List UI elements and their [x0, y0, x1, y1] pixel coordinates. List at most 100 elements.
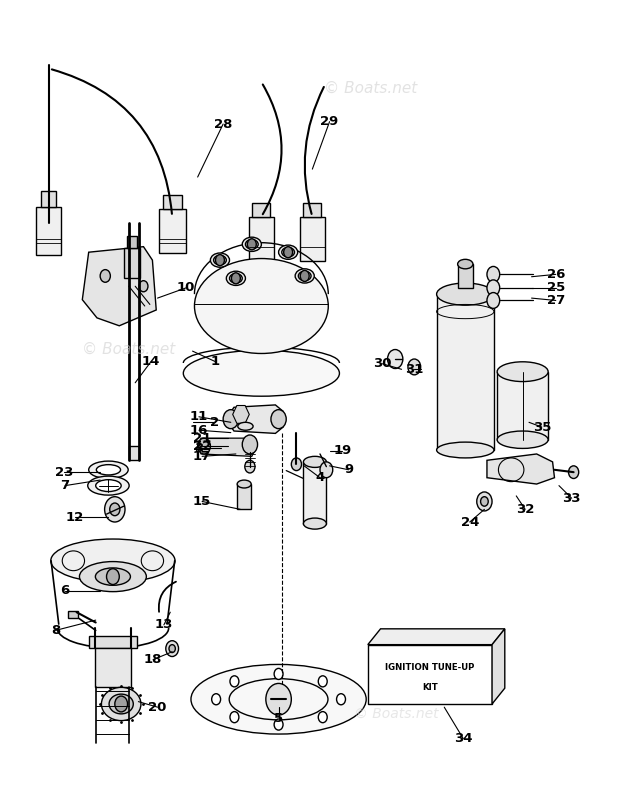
Ellipse shape [183, 350, 339, 396]
Ellipse shape [303, 518, 326, 529]
Text: 34: 34 [454, 732, 472, 746]
Ellipse shape [497, 431, 548, 449]
Ellipse shape [436, 442, 494, 458]
Text: 15: 15 [193, 495, 211, 508]
Circle shape [247, 239, 256, 250]
Text: 33: 33 [563, 491, 581, 505]
Ellipse shape [195, 259, 328, 353]
Text: 14: 14 [142, 355, 161, 368]
Ellipse shape [89, 461, 128, 479]
Circle shape [212, 694, 221, 705]
Text: © Boats.net: © Boats.net [324, 81, 418, 96]
Bar [303, 203, 321, 218]
Circle shape [166, 641, 179, 657]
Ellipse shape [227, 272, 246, 285]
Circle shape [106, 569, 119, 584]
Text: 30: 30 [373, 357, 392, 370]
Text: 11: 11 [190, 410, 208, 423]
Circle shape [487, 280, 500, 295]
Circle shape [388, 349, 403, 368]
Text: 16: 16 [189, 424, 208, 437]
Circle shape [318, 711, 327, 723]
Polygon shape [368, 629, 505, 645]
Ellipse shape [214, 256, 227, 265]
Ellipse shape [238, 422, 253, 430]
Circle shape [487, 267, 500, 283]
Text: 5: 5 [274, 711, 283, 725]
Circle shape [337, 694, 346, 705]
Ellipse shape [230, 274, 243, 283]
Ellipse shape [191, 665, 366, 734]
Circle shape [300, 271, 309, 282]
Ellipse shape [95, 568, 131, 585]
Circle shape [568, 466, 579, 479]
Text: 6: 6 [61, 584, 70, 597]
Text: IGNITION TUNE-UP: IGNITION TUNE-UP [385, 663, 475, 672]
Bar [159, 210, 186, 253]
Text: 35: 35 [532, 421, 551, 434]
Ellipse shape [243, 237, 261, 252]
Text: 18: 18 [144, 653, 162, 666]
Ellipse shape [88, 476, 129, 495]
Text: 7: 7 [61, 479, 70, 492]
Bar [41, 191, 56, 207]
Ellipse shape [458, 260, 473, 269]
Bar [95, 648, 131, 688]
Bar [124, 249, 140, 279]
Text: 17: 17 [193, 450, 211, 463]
Circle shape [274, 719, 283, 730]
Circle shape [139, 281, 148, 291]
Bar [368, 645, 492, 704]
Text: 10: 10 [177, 281, 195, 295]
Text: 1: 1 [211, 355, 220, 368]
Ellipse shape [295, 269, 314, 283]
Text: 28: 28 [214, 118, 232, 130]
Bar [68, 611, 79, 618]
Circle shape [243, 435, 257, 454]
Text: 26: 26 [547, 268, 565, 281]
Text: 27: 27 [547, 294, 565, 307]
Circle shape [481, 497, 488, 507]
Circle shape [198, 438, 211, 454]
Circle shape [320, 462, 333, 478]
Text: 24: 24 [461, 515, 479, 529]
Text: 2: 2 [211, 416, 220, 429]
Circle shape [318, 676, 327, 687]
Polygon shape [83, 247, 156, 326]
Bar [89, 636, 137, 648]
Ellipse shape [246, 240, 258, 249]
Circle shape [109, 503, 120, 515]
Circle shape [291, 458, 301, 471]
Text: KIT: KIT [422, 683, 438, 692]
Circle shape [230, 676, 239, 687]
Polygon shape [487, 454, 554, 484]
Circle shape [487, 292, 500, 308]
Ellipse shape [303, 457, 326, 468]
Text: 9: 9 [344, 463, 353, 476]
Circle shape [100, 270, 110, 283]
Ellipse shape [278, 245, 298, 260]
Bar [36, 207, 61, 255]
Text: 29: 29 [321, 115, 339, 128]
Circle shape [216, 255, 225, 266]
Bar [458, 264, 473, 287]
Circle shape [477, 492, 492, 511]
Ellipse shape [237, 480, 251, 488]
Ellipse shape [211, 253, 230, 268]
Bar [163, 195, 182, 210]
Text: 21: 21 [193, 432, 211, 445]
Bar [252, 203, 270, 218]
Circle shape [104, 497, 125, 522]
Text: 22: 22 [193, 440, 211, 453]
Text: 12: 12 [65, 511, 84, 524]
Polygon shape [492, 629, 505, 704]
Bar [237, 484, 251, 510]
Bar [127, 237, 137, 249]
Circle shape [284, 247, 292, 258]
Bar [303, 462, 326, 523]
Circle shape [223, 410, 239, 429]
Circle shape [271, 410, 286, 429]
Circle shape [115, 696, 127, 712]
Bar [436, 295, 494, 450]
Ellipse shape [79, 561, 147, 592]
